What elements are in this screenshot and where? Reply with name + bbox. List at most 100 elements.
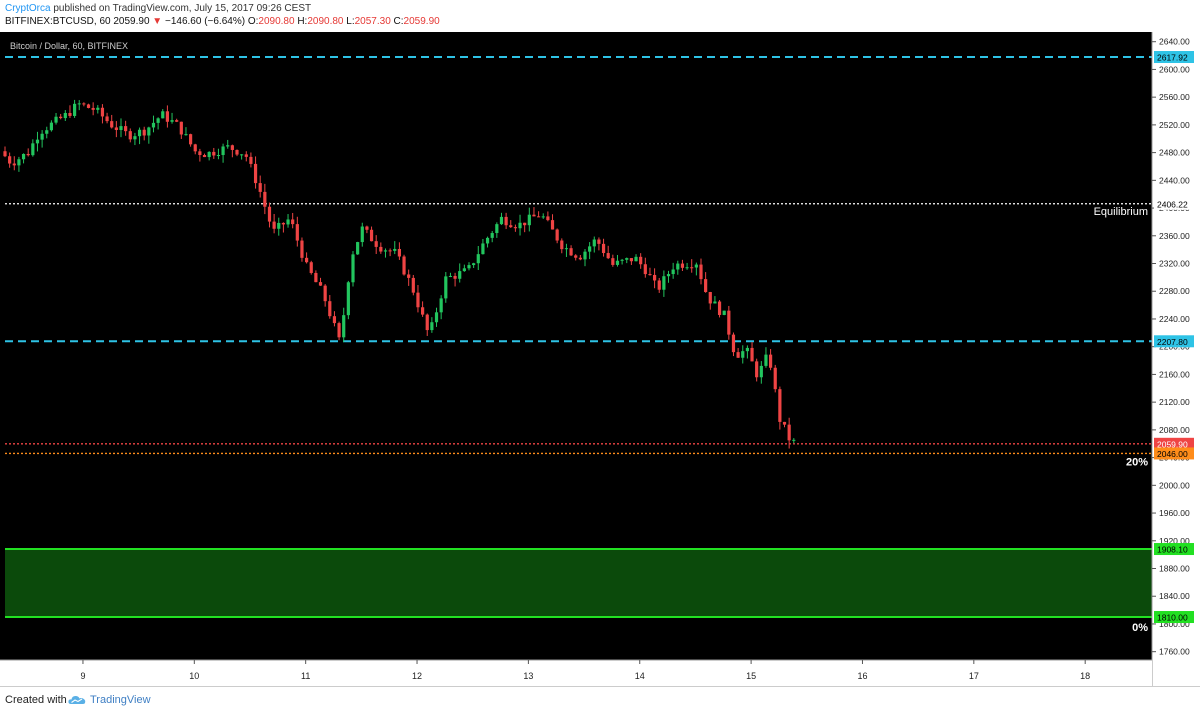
candle-body (40, 133, 44, 140)
candle-body (629, 258, 633, 262)
candle-body (676, 263, 680, 270)
candle-body (407, 274, 411, 278)
candle-body (504, 216, 508, 226)
candle-body (527, 214, 531, 226)
y-tick-label: 2640.00 (1159, 37, 1190, 47)
price-level-tag: 2059.90 (1157, 439, 1188, 449)
candle-body (72, 103, 77, 116)
candle-body (592, 239, 596, 247)
price-chart[interactable]: Bitcoin / Dollar, 60, BITFINEX 0% Equili… (0, 32, 1200, 686)
y-tick-label: 2520.00 (1159, 120, 1190, 130)
y-tick-label: 1760.00 (1159, 647, 1190, 657)
x-tick-label: 17 (969, 671, 979, 681)
candle-body (26, 153, 30, 156)
candle-body (124, 126, 128, 132)
candle-body (59, 116, 63, 119)
candle-body (458, 271, 462, 279)
high-value: 2090.80 (307, 16, 344, 27)
candle-body (523, 222, 527, 226)
candle-body (741, 351, 745, 358)
candle-body (147, 127, 151, 136)
open-value: 2090.80 (258, 16, 295, 27)
candle-body (96, 107, 100, 110)
level-annotation: Equilibrium (1094, 206, 1148, 218)
candle-body (295, 224, 299, 241)
x-tick-label: 16 (857, 671, 867, 681)
level-layer: Equilibrium 20% (5, 56, 1152, 468)
x-tick-label: 12 (412, 671, 422, 681)
footer: Created with TradingView (0, 686, 1200, 714)
down-arrow-icon: ▼ (152, 16, 163, 27)
candle-body (690, 267, 694, 269)
candle-body (351, 254, 355, 283)
x-tick-label: 9 (80, 671, 85, 681)
low-value: 2057.30 (354, 16, 391, 27)
candle-body (569, 248, 573, 256)
candle-body (263, 191, 267, 207)
symbol-label: BITFINEX:BTCUSD, 60 (5, 16, 111, 27)
time-axis-background (0, 660, 1152, 686)
candle-body (518, 222, 522, 229)
candle-body (91, 107, 95, 110)
candle-body (472, 263, 476, 266)
candle-body (704, 279, 708, 293)
candle-body (615, 260, 620, 265)
y-tick-label: 1880.00 (1159, 564, 1190, 574)
candle-body (536, 216, 541, 218)
candle-body (430, 322, 434, 331)
open-label: O: (247, 16, 259, 27)
candle-body (578, 257, 582, 260)
y-tick-label: 2000.00 (1159, 480, 1190, 490)
candle-body (434, 312, 439, 323)
author-link[interactable]: CryptOrca (5, 3, 51, 14)
x-tick-label: 11 (301, 671, 310, 681)
time-axis[interactable]: 9 10 11 12 13 14 15 16 17 18 (0, 659, 1152, 686)
candle-body (727, 310, 731, 335)
x-tick-label: 18 (1080, 671, 1090, 681)
candle-body (462, 268, 466, 272)
candle-body (397, 248, 401, 257)
candle-body (165, 111, 169, 122)
candle-body (142, 129, 146, 136)
candle-layer (3, 99, 796, 449)
candle-body (597, 239, 601, 244)
level-annotation: 20% (1126, 456, 1148, 468)
price-level-tag: 2617.92 (1157, 53, 1188, 63)
y-tick-label: 2120.00 (1159, 397, 1190, 407)
price-axis[interactable]: 1760.00 1800.00 1840.00 1880.00 1920.00 1960.… (1151, 32, 1200, 686)
candle-body (648, 274, 652, 276)
candle-body (541, 216, 545, 218)
candle-body (267, 206, 272, 222)
candle-body (606, 253, 610, 259)
candle-body (662, 276, 666, 290)
candle-body (365, 226, 369, 230)
x-tick-label: 10 (189, 671, 199, 681)
candle-body (574, 255, 578, 258)
candle-body (179, 121, 183, 135)
chart-title: Bitcoin / Dollar, 60, BITFINEX (10, 41, 128, 51)
candle-body (601, 243, 606, 254)
zone-bottom-tag-bg (1154, 611, 1194, 624)
candle-body (490, 233, 494, 238)
candle-body (657, 280, 661, 290)
tradingview-cloud-icon (68, 696, 86, 704)
candle-body (634, 256, 638, 262)
created-with-text: Created with (5, 694, 67, 706)
candle-body (175, 120, 179, 122)
candle-body (448, 275, 453, 277)
candle-body (249, 156, 253, 164)
y-tick-label: 2320.00 (1159, 259, 1190, 269)
close-value: 2059.90 (403, 16, 440, 27)
y-tick-label: 2560.00 (1159, 92, 1190, 102)
candle-body (778, 389, 782, 422)
candle-body (244, 154, 248, 157)
candle-body (272, 221, 276, 229)
candle-body (402, 256, 406, 275)
candle-body (188, 134, 193, 145)
y-tick-label: 2160.00 (1159, 369, 1190, 379)
candle-body (481, 243, 485, 255)
candle-body (620, 259, 624, 261)
tradingview-brand[interactable]: TradingView (90, 694, 151, 706)
candle-body (110, 121, 114, 128)
publish-text: published on TradingView.com, July 15, 2… (53, 3, 312, 14)
